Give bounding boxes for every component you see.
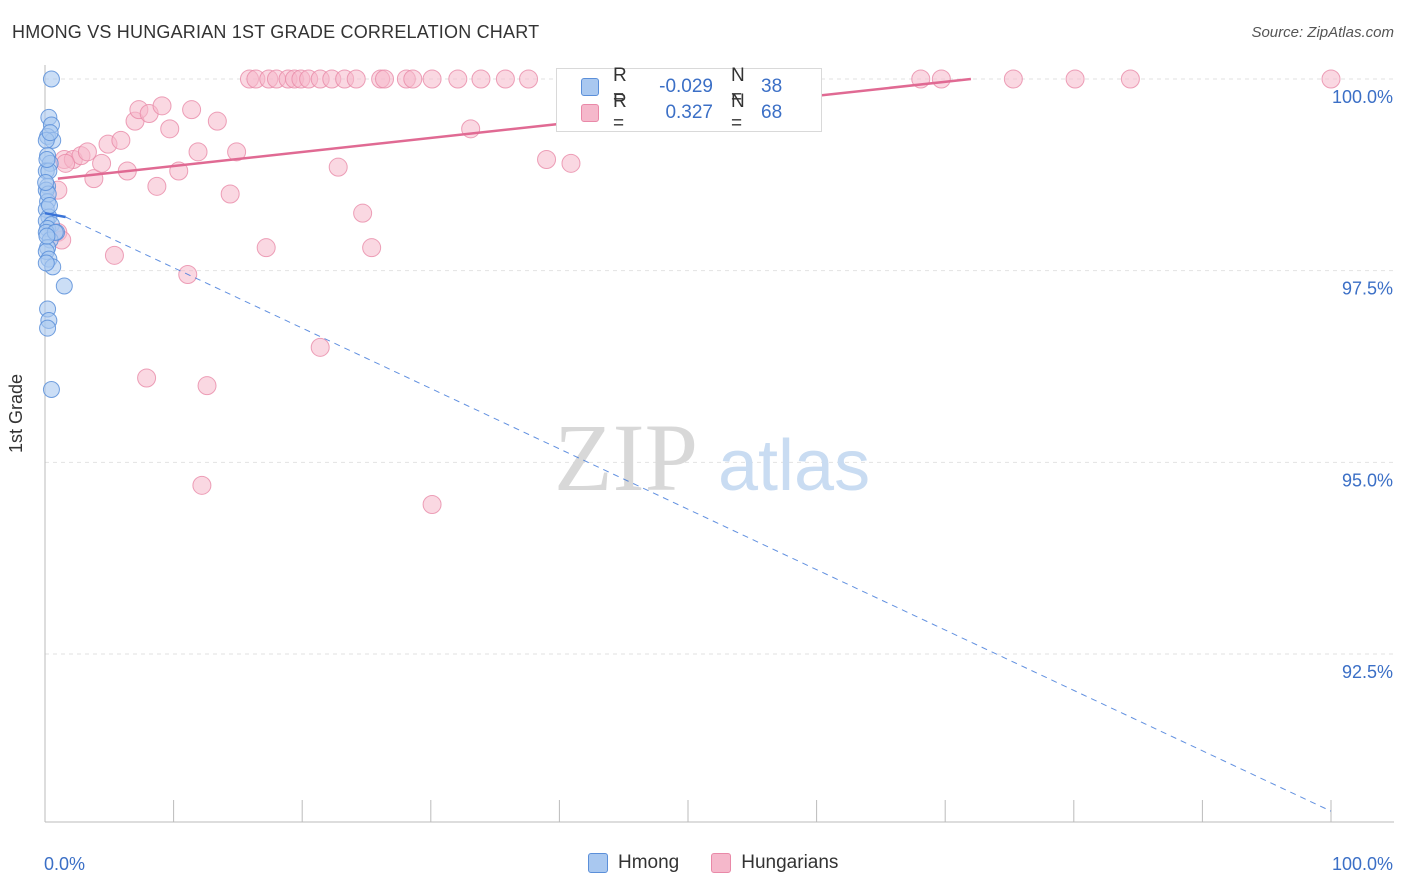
legend-label-hmong: Hmong xyxy=(618,852,680,873)
legend-n-label: N = xyxy=(731,91,745,134)
hungarians-swatch-icon xyxy=(581,104,599,122)
hmong-swatch-icon xyxy=(581,78,599,96)
hungarians-point xyxy=(448,69,468,89)
hmong-point xyxy=(41,124,59,142)
hungarians-point xyxy=(353,203,373,223)
hungarians-point xyxy=(92,153,112,173)
hungarians-point xyxy=(537,150,557,169)
hungarians-point xyxy=(227,142,247,162)
hungarians-point xyxy=(362,238,382,258)
legend-row-hungarians: R = 0.327 N = 68 xyxy=(581,91,783,134)
hungarians-point xyxy=(1003,69,1023,89)
hungarians-point xyxy=(77,142,97,162)
hungarians-point xyxy=(147,176,167,196)
watermark-atlas: atlas xyxy=(718,426,870,506)
hungarians-point xyxy=(422,495,442,514)
series-legend: Hmong Hungarians xyxy=(588,852,870,874)
x-tick-label: 0.0% xyxy=(44,854,85,874)
hungarians-point xyxy=(104,245,124,265)
hungarians-point xyxy=(256,238,276,258)
hungarians-point xyxy=(561,153,581,173)
hungarians-point xyxy=(403,69,423,89)
hmong-trend-solid xyxy=(44,211,66,219)
hmong-point xyxy=(39,319,57,337)
legend-label-hungarians: Hungarians xyxy=(741,852,839,873)
hungarians-point xyxy=(182,100,202,120)
legend-r-value: 0.327 xyxy=(665,102,713,123)
hungarians-point xyxy=(207,111,227,131)
hungarians-point xyxy=(197,376,217,396)
legend-item-hungarians: Hungarians xyxy=(711,852,838,874)
hungarians-point xyxy=(1321,69,1341,89)
hungarians-point xyxy=(346,69,366,89)
hungarians-point xyxy=(137,368,157,388)
hungarians-point xyxy=(471,69,491,89)
hungarians-point xyxy=(375,69,395,89)
hmong-point xyxy=(37,254,55,272)
hungarians-point xyxy=(111,130,131,150)
y-tick-label: 97.5% xyxy=(1342,279,1393,299)
hungarians-point xyxy=(1065,69,1085,89)
x-tick-label: 100.0% xyxy=(1332,854,1393,874)
hungarians-point xyxy=(328,157,348,177)
hungarians-point xyxy=(188,142,208,162)
hungarians-point xyxy=(519,69,539,89)
hungarians-point xyxy=(192,475,212,495)
legend-r-label: R = xyxy=(613,91,627,134)
hungarians-trend-line xyxy=(57,77,972,180)
hmong-legend-icon xyxy=(588,853,608,873)
y-tick-label: 100.0% xyxy=(1332,87,1393,107)
hungarians-legend-icon xyxy=(711,853,732,873)
correlation-legend: R = -0.029 N = 38 R = 0.327 N = 68 xyxy=(556,65,822,134)
hungarians-point xyxy=(56,153,76,173)
tick-labels: 92.5% 95.0% 97.5% 100.0% 0.0% 100.0% xyxy=(44,87,1393,874)
source-credit: Source: ZipAtlas.com xyxy=(1251,24,1394,41)
legend-row-hmong: R = -0.029 N = 38 xyxy=(581,65,783,108)
hmong-points xyxy=(37,70,73,398)
hungarians-point xyxy=(310,337,330,357)
legend-r-label: R = xyxy=(613,65,627,108)
y-tick-label: 92.5% xyxy=(1342,662,1393,682)
hmong-point xyxy=(38,151,56,168)
legend-n-label: N = xyxy=(731,65,745,108)
legend-n-value: 38 xyxy=(761,76,783,97)
hungarians-point xyxy=(152,96,172,116)
chart-title: HMONG VS HUNGARIAN 1ST GRADE CORRELATION… xyxy=(12,22,540,42)
hungarians-point xyxy=(220,184,240,204)
legend-r-value: -0.029 xyxy=(659,76,713,97)
hmong-point xyxy=(41,197,59,214)
hmong-point xyxy=(37,174,55,191)
hmong-trend-dashed xyxy=(65,216,1332,812)
hungarians-point xyxy=(422,69,442,89)
legend-n-value: 68 xyxy=(761,102,783,123)
watermark-zip: ZIP xyxy=(554,404,698,511)
hungarians-point xyxy=(495,69,515,89)
hungarians-point xyxy=(1120,69,1140,89)
hmong-point xyxy=(42,70,60,88)
hmong-point xyxy=(38,227,56,245)
hungarians-point xyxy=(931,69,951,89)
y-tick-label: 95.0% xyxy=(1342,470,1393,490)
hungarians-point xyxy=(160,119,180,139)
gridlines xyxy=(45,78,1394,655)
hmong-point xyxy=(55,277,73,295)
legend-item-hmong: Hmong xyxy=(588,852,679,874)
hmong-point xyxy=(42,381,60,398)
